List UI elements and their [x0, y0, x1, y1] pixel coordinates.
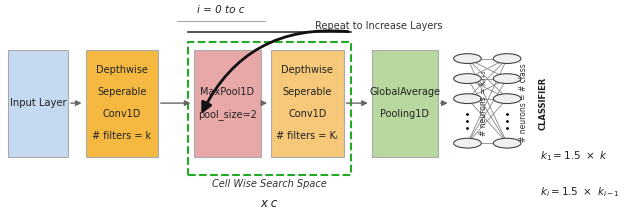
FancyBboxPatch shape [195, 50, 260, 157]
Text: Input Layer: Input Layer [10, 98, 67, 108]
Text: Conv1D: Conv1D [102, 109, 141, 119]
Text: # neurons = kₙ₊₁: # neurons = kₙ₊₁ [479, 70, 488, 136]
Text: GlobalAverage: GlobalAverage [369, 87, 440, 97]
FancyBboxPatch shape [372, 50, 438, 157]
Circle shape [493, 138, 521, 148]
FancyBboxPatch shape [271, 50, 344, 157]
Circle shape [493, 94, 521, 103]
Circle shape [493, 54, 521, 63]
Text: pool_size=2: pool_size=2 [198, 109, 257, 120]
Text: Cell Wise Search Space: Cell Wise Search Space [212, 179, 326, 189]
Circle shape [454, 74, 481, 84]
FancyArrowPatch shape [203, 31, 348, 111]
Text: $k_1 = 1.5\ \times\ k$: $k_1 = 1.5\ \times\ k$ [540, 150, 609, 164]
Text: Pooling1D: Pooling1D [380, 109, 429, 119]
Text: x c: x c [260, 197, 278, 210]
FancyBboxPatch shape [86, 50, 158, 157]
Text: Depthwise: Depthwise [282, 65, 333, 75]
Text: Seperable: Seperable [283, 87, 332, 97]
Text: MaxPool1D: MaxPool1D [200, 87, 255, 97]
Text: i = 0 to c: i = 0 to c [197, 5, 244, 15]
Text: # neurons = # class: # neurons = # class [519, 64, 528, 142]
Text: CLASSIFIER: CLASSIFIER [539, 76, 548, 130]
Circle shape [454, 54, 481, 63]
Text: # filters = k: # filters = k [92, 131, 151, 142]
Circle shape [454, 138, 481, 148]
Text: Seperable: Seperable [97, 87, 147, 97]
Circle shape [454, 94, 481, 103]
Text: Depthwise: Depthwise [96, 65, 148, 75]
FancyBboxPatch shape [8, 50, 68, 157]
Text: # filters = Kᵢ: # filters = Kᵢ [276, 131, 339, 142]
Text: $k_i = 1.5\ \times\ k_{i-1}$: $k_i = 1.5\ \times\ k_{i-1}$ [540, 185, 620, 199]
Text: Repeat to Increase Layers: Repeat to Increase Layers [316, 21, 443, 31]
Circle shape [493, 74, 521, 84]
Text: Conv1D: Conv1D [288, 109, 326, 119]
